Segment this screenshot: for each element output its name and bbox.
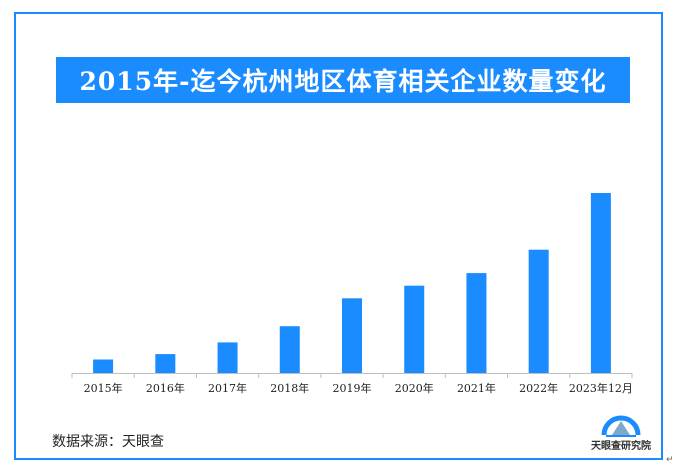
x-tick-label: 2016年 bbox=[146, 381, 185, 395]
x-tick-label: 2023年12月 bbox=[569, 381, 633, 395]
paragraph-mark-icon: ↵ bbox=[666, 455, 674, 465]
chart-title: 2015年-迄今杭州地区体育相关企业数量变化 bbox=[79, 67, 607, 96]
x-tick-label: 2019年 bbox=[333, 381, 372, 395]
tianyancha-logo: 天眼查研究院 bbox=[586, 405, 656, 455]
bar-4 bbox=[342, 298, 362, 373]
x-tick-label: 2015年 bbox=[84, 381, 123, 395]
bar-0 bbox=[93, 359, 114, 373]
bar-group bbox=[93, 193, 611, 373]
x-tick-label: 2022年 bbox=[519, 381, 558, 395]
bar-1 bbox=[155, 354, 176, 373]
x-tick-label: 2017年 bbox=[208, 381, 247, 395]
x-axis-ticks bbox=[71, 373, 633, 378]
bar-7 bbox=[528, 249, 549, 373]
bar-6 bbox=[466, 273, 487, 373]
x-tick-label: 2020年 bbox=[395, 381, 434, 395]
bar-8 bbox=[590, 193, 611, 373]
bar-3 bbox=[279, 326, 300, 373]
x-tick-label: 2021年 bbox=[457, 381, 496, 395]
data-source-note: 数据来源：天眼查 bbox=[52, 434, 164, 450]
bar-5 bbox=[404, 285, 425, 373]
x-tick-label: 2018年 bbox=[270, 381, 309, 395]
logo-label: 天眼查研究院 bbox=[591, 441, 651, 452]
x-axis-labels: 2015年 2016年 2017年 2018年 2019年 2020年 2021年 2022年… bbox=[84, 381, 633, 395]
bar-2 bbox=[217, 342, 238, 373]
logo-icon bbox=[601, 415, 641, 437]
title-banner: 2015年-迄今杭州地区体育相关企业数量变化 bbox=[56, 57, 630, 103]
